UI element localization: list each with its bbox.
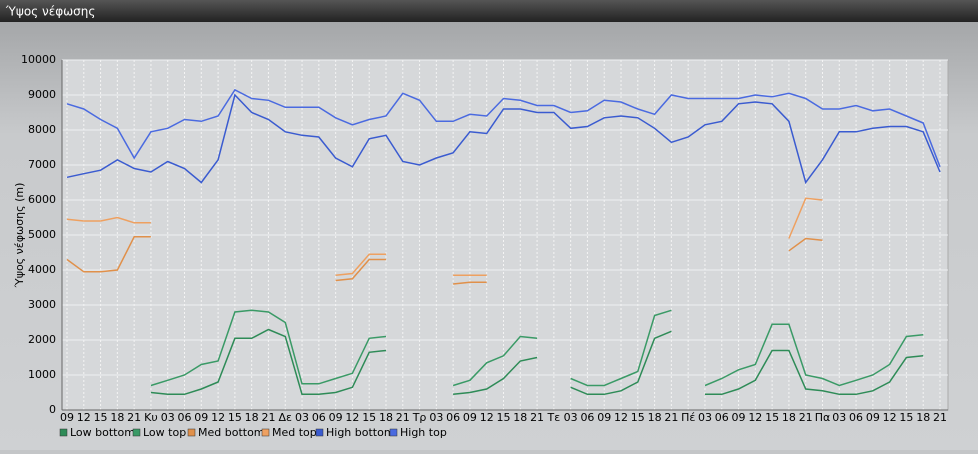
series-line: [66, 236, 823, 285]
legend-swatch: [261, 428, 270, 437]
x-tick-label: 18: [110, 411, 124, 424]
x-tick-label: 18: [379, 411, 393, 424]
series-line: [150, 328, 924, 396]
x-tick-label: 21: [396, 411, 410, 424]
x-tick-label: 18: [916, 411, 930, 424]
x-tick-label: 21: [933, 411, 947, 424]
x-tick-label: 06: [312, 411, 326, 424]
x-tick-label: 21: [664, 411, 678, 424]
x-tick-label: 15: [899, 411, 913, 424]
y-axis-label: Ύψος νέφωσης (m): [13, 183, 26, 289]
legend-label: High top: [400, 426, 447, 439]
x-tick-label: 06: [580, 411, 594, 424]
legend-swatch: [59, 428, 68, 437]
legend-swatch: [132, 428, 141, 437]
x-tick-label: 09: [329, 411, 343, 424]
x-tick-label: 03: [295, 411, 309, 424]
y-tick-label: 3000: [28, 298, 56, 311]
x-tick-label: 21: [799, 411, 813, 424]
x-tick-label: 12: [883, 411, 897, 424]
x-tick-label: 03: [429, 411, 443, 424]
x-tick-label: 12: [614, 411, 628, 424]
x-tick-label: 21: [261, 411, 275, 424]
x-tick-label: 09: [194, 411, 208, 424]
chart-title: Ύψος νέφωσης: [5, 5, 95, 19]
series-line: [66, 88, 941, 168]
x-tick-label: 15: [497, 411, 511, 424]
x-tick-label: 06: [849, 411, 863, 424]
legend-swatch: [187, 428, 196, 437]
legend-label: Med bottom: [198, 426, 265, 439]
y-tick-label: 4000: [28, 263, 56, 276]
y-tick-label: 8000: [28, 123, 56, 136]
y-tick-label: 10000: [21, 53, 56, 66]
x-tick-label: 06: [446, 411, 460, 424]
x-tick-label: Κυ: [144, 411, 158, 424]
x-tick-label: 03: [832, 411, 846, 424]
x-tick-label: 03: [564, 411, 578, 424]
x-tick-label: 09: [463, 411, 477, 424]
legend-label: High bottom: [326, 426, 395, 439]
series-line: [66, 197, 823, 277]
x-tick-label: Πέ: [681, 411, 695, 424]
y-tick-label: 7000: [28, 158, 56, 171]
x-tick-label: 09: [866, 411, 880, 424]
x-tick-label: 18: [245, 411, 259, 424]
x-tick-label: Δε: [279, 411, 293, 424]
x-tick-label: 09: [732, 411, 746, 424]
legend-swatch: [315, 428, 324, 437]
x-tick-label: 12: [211, 411, 225, 424]
x-tick-label: 03: [161, 411, 175, 424]
x-tick-label: 12: [748, 411, 762, 424]
x-tick-label: 12: [480, 411, 494, 424]
series-line: [150, 309, 924, 387]
x-tick-label: Τε: [547, 411, 561, 424]
legend-label: Med top: [272, 426, 317, 439]
x-tick-label: 09: [597, 411, 611, 424]
x-tick-label: 18: [513, 411, 527, 424]
x-tick-label: 03: [698, 411, 712, 424]
x-tick-label: 21: [530, 411, 544, 424]
x-tick-label: 21: [127, 411, 141, 424]
series-line: [66, 93, 941, 185]
y-tick-label: 1000: [28, 368, 56, 381]
x-tick-label: 18: [648, 411, 662, 424]
x-tick-label: Τρ: [412, 411, 427, 424]
y-tick-label: 6000: [28, 193, 56, 206]
legend-swatch: [389, 428, 398, 437]
x-tick-label: 15: [94, 411, 108, 424]
x-tick-label: 15: [631, 411, 645, 424]
x-tick-label: 09: [60, 411, 74, 424]
x-tick-label: 12: [77, 411, 91, 424]
x-tick-label: 12: [345, 411, 359, 424]
x-tick-label: Πα: [815, 411, 831, 424]
legend-label: Low bottom: [70, 426, 135, 439]
x-tick-label: 15: [765, 411, 779, 424]
x-tick-label: 15: [362, 411, 376, 424]
x-tick-label: 06: [178, 411, 192, 424]
x-tick-label: 06: [715, 411, 729, 424]
x-tick-label: 15: [228, 411, 242, 424]
title-bar: [0, 0, 978, 22]
y-tick-label: 2000: [28, 333, 56, 346]
y-tick-label: 5000: [28, 228, 56, 241]
y-tick-label: 9000: [28, 88, 56, 101]
x-tick-label: 18: [782, 411, 796, 424]
legend-label: Low top: [143, 426, 186, 439]
y-tick-label: 0: [49, 403, 56, 416]
